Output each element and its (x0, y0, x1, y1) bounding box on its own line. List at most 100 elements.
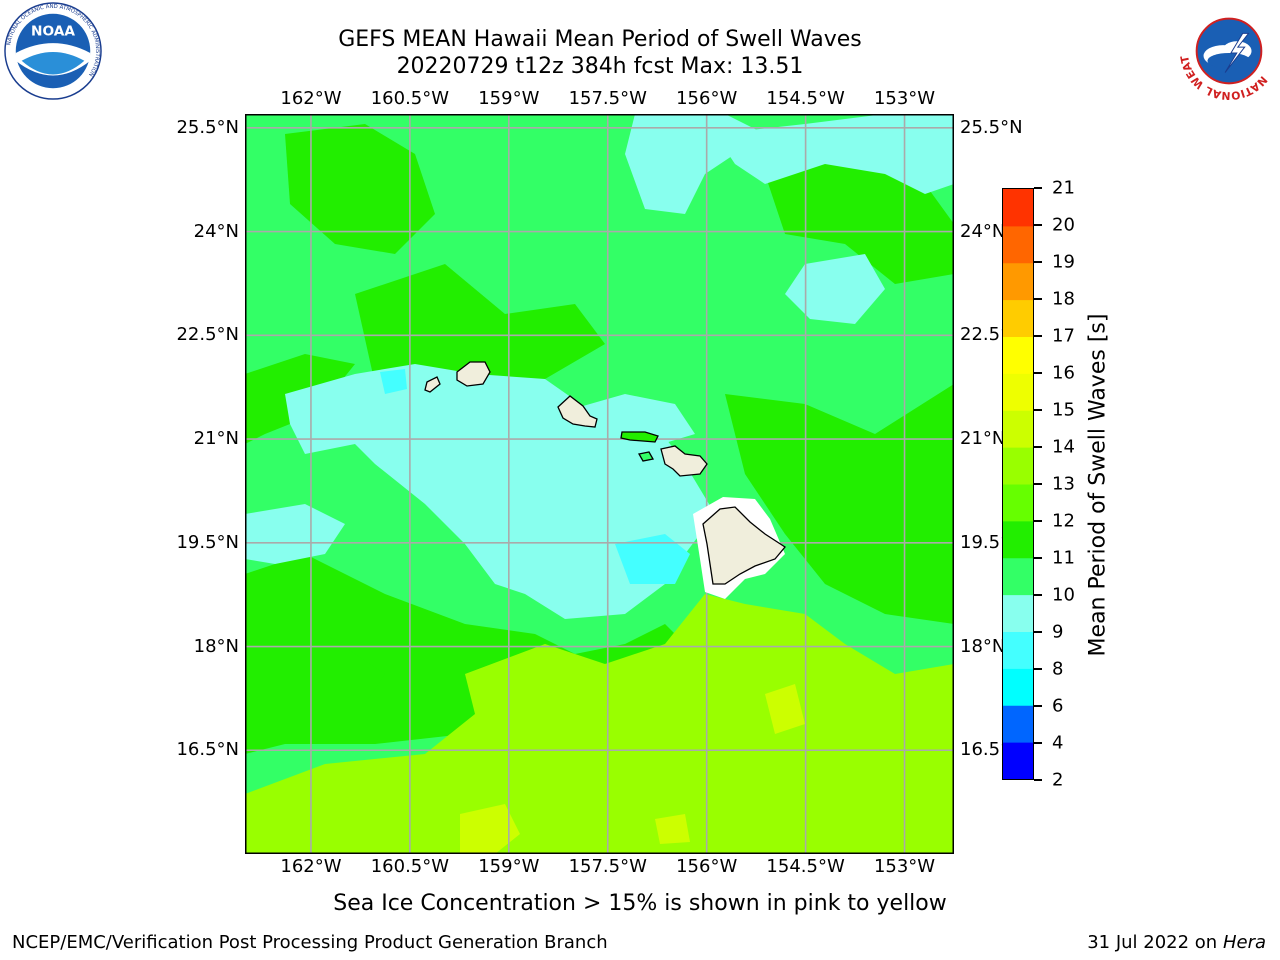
colorbar-segment (1003, 189, 1033, 227)
colorbar-level-label: 11 (1052, 547, 1075, 569)
colorbar-tick (1034, 594, 1042, 596)
map-gridlines (245, 114, 954, 854)
lat-tick-left: 21°N (193, 428, 239, 450)
colorbar-tick (1034, 742, 1042, 744)
colorbar-tick (1034, 446, 1042, 448)
colorbar-level-label: 17 (1052, 325, 1075, 347)
lat-tick-right: 24°N (960, 220, 1006, 242)
lon-tick-bottom: 159°W (478, 856, 540, 877)
niihau-island (424, 376, 441, 393)
lon-tick-top: 153°W (873, 88, 936, 109)
lon-tick-top: 157.5°W (568, 88, 647, 109)
colorbar-tick (1034, 187, 1042, 189)
colorbar-level-label: 6 (1052, 695, 1064, 717)
lon-tick-top: 154.5°W (766, 88, 845, 109)
colorbar-segment (1003, 557, 1033, 596)
colorbar-tick (1034, 372, 1042, 374)
colorbar-segment (1003, 447, 1033, 485)
run-date: 31 Jul 2022 on Hera (1087, 932, 1266, 953)
colorbar-tick (1034, 520, 1042, 522)
colorbar-level-label: 8 (1052, 658, 1064, 680)
noaa-logo-text: NOAA (31, 23, 75, 39)
lat-tick-left: 19.5°N (176, 531, 239, 553)
colorbar-level-label: 16 (1052, 362, 1075, 384)
lat-tick-left: 22.5°N (176, 324, 239, 346)
sea-ice-footnote: Sea Ice Concentration > 15% is shown in … (333, 891, 947, 916)
colorbar-level-label: 12 (1052, 510, 1075, 532)
maui-island (660, 445, 708, 477)
colorbar-level-label: 15 (1052, 399, 1075, 421)
colorbar-segment (1003, 373, 1033, 411)
lat-tick-left: 25.5°N (176, 116, 239, 138)
colorbar-level-label: 19 (1052, 251, 1075, 273)
credit-text: NCEP/EMC/Verification Post Processing Pr… (12, 932, 608, 953)
colorbar-level-label: 14 (1052, 436, 1075, 458)
colorbar-segment (1003, 336, 1033, 374)
colorbar-segment (1003, 225, 1033, 264)
lon-tick-bottom: 162°W (280, 856, 342, 877)
lat-tick-left: 24°N (193, 220, 239, 242)
map-subtitle: 20220729 t12z 384h fcst Max: 13.51 (396, 54, 804, 79)
colorbar-segment (1003, 705, 1033, 743)
run-date-text: 31 Jul 2022 on (1087, 932, 1223, 953)
lon-tick-top: 156°W (676, 88, 738, 109)
hawaii-island (702, 506, 786, 585)
colorbar-tick (1034, 224, 1042, 226)
colorbar-tick (1034, 261, 1042, 263)
colorbar-segment (1003, 742, 1033, 779)
lat-tick-right: 18°N (960, 635, 1006, 657)
field-11-12s (245, 124, 954, 754)
colorbar-tick (1034, 409, 1042, 411)
swell-period-map (245, 114, 954, 854)
colorbar-tick (1034, 483, 1042, 485)
noaa-logo: NOAA NATIONAL OCEANIC AND ATMOSPHERIC AD… (4, 2, 102, 100)
map-title: GEFS MEAN Hawaii Mean Period of Swell Wa… (338, 27, 862, 52)
colorbar-level-label: 9 (1052, 621, 1064, 643)
colorbar-tick (1034, 298, 1042, 300)
colorbar-segment (1003, 410, 1033, 448)
colorbar-segment (1003, 262, 1033, 301)
nws-logo: NATIONAL WEATHER SERVICE (1180, 2, 1278, 100)
molokai-island (620, 431, 659, 443)
colorbar-tick (1034, 557, 1042, 559)
lon-tick-top: 160.5°W (370, 88, 450, 109)
field-8-9s (380, 369, 690, 584)
lat-tick-left: 18°N (193, 635, 239, 657)
lat-tick-left: 16.5°N (176, 739, 239, 761)
oahu-island (557, 395, 598, 428)
run-host: Hera (1222, 932, 1266, 953)
colorbar-level-label: 13 (1052, 473, 1075, 495)
lon-tick-bottom: 156°W (676, 856, 738, 877)
colorbar-level-label: 4 (1052, 732, 1064, 754)
colorbar-segment (1003, 668, 1033, 706)
colorbar-segment (1003, 594, 1033, 632)
lat-tick-right: 21°N (960, 428, 1006, 450)
kauai-island (456, 361, 491, 387)
hawaiian-islands (424, 361, 786, 599)
lon-tick-bottom: 153°W (873, 856, 936, 877)
colorbar-level-label: 18 (1052, 288, 1075, 310)
colorbar-segment (1003, 484, 1033, 522)
colorbar-tick (1034, 779, 1042, 781)
lon-tick-bottom: 154.5°W (766, 856, 845, 877)
lat-tick-right: 25.5°N (960, 116, 1023, 138)
colorbar-segment (1003, 631, 1033, 669)
colorbar-tick (1034, 335, 1042, 337)
colorbar (1002, 188, 1034, 780)
colorbar-tick (1034, 668, 1042, 670)
field-13-14s (460, 684, 805, 854)
colorbar-segment (1003, 299, 1033, 337)
field-12-13s (245, 594, 954, 854)
colorbar-level-label: 2 (1052, 769, 1064, 791)
map-frame (245, 114, 954, 854)
lon-tick-bottom: 157.5°W (568, 856, 647, 877)
lon-tick-bottom: 160.5°W (370, 856, 450, 877)
colorbar-segment (1003, 520, 1033, 559)
colorbar-tick (1034, 705, 1042, 707)
colorbar-level-label: 10 (1052, 584, 1075, 606)
lanai-island (637, 451, 655, 462)
colorbar-level-label: 21 (1052, 177, 1075, 199)
colorbar-title: Mean Period of Swell Waves [s] (1085, 313, 1111, 657)
lon-tick-top: 162°W (280, 88, 342, 109)
colorbar-level-label: 20 (1052, 214, 1075, 236)
